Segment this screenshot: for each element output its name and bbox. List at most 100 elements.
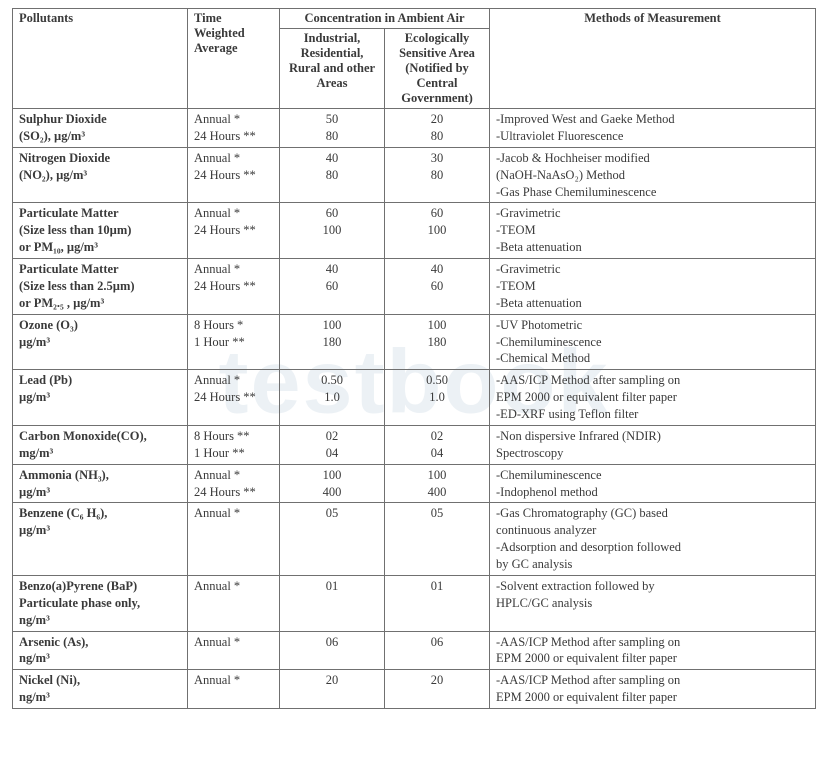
cell-industrial-line: 60	[286, 205, 378, 222]
cell-methods: -Gravimetric-TEOM-Beta attenuation	[490, 259, 816, 315]
header-methods: Methods of Measurement	[490, 9, 816, 109]
cell-ecological: 01	[385, 575, 490, 631]
cell-pollutant-line: Ozone (O₃)	[19, 317, 181, 334]
table-row: Lead (Pb)µg/m³Annual *24 Hours **0.501.0…	[13, 370, 816, 426]
cell-industrial: 06	[280, 631, 385, 670]
cell-industrial: 01	[280, 575, 385, 631]
table-row: Particulate Matter(Size less than 10µm)o…	[13, 203, 816, 259]
cell-time-line: Annual *	[194, 634, 273, 651]
cell-ecological-line: 04	[391, 445, 483, 462]
cell-pollutant-line: Lead (Pb)	[19, 372, 181, 389]
cell-industrial-line: 05	[286, 505, 378, 522]
cell-time-line: 24 Hours **	[194, 484, 273, 501]
cell-methods-line: -Indophenol method	[496, 484, 809, 501]
cell-methods: -AAS/ICP Method after sampling onEPM 200…	[490, 631, 816, 670]
cell-methods-line: -AAS/ICP Method after sampling on	[496, 372, 809, 389]
cell-methods: -UV Photometric-Chemiluminescence-Chemic…	[490, 314, 816, 370]
cell-methods-line: -Chemiluminescence	[496, 334, 809, 351]
cell-industrial: 100180	[280, 314, 385, 370]
cell-pollutant-line: Particulate Matter	[19, 205, 181, 222]
cell-methods-line: -AAS/ICP Method after sampling on	[496, 634, 809, 651]
cell-time-line: 8 Hours **	[194, 428, 273, 445]
cell-ecological-line: 02	[391, 428, 483, 445]
cell-ecological-line: 180	[391, 334, 483, 351]
cell-industrial: 5080	[280, 109, 385, 148]
cell-time-line: 24 Hours **	[194, 389, 273, 406]
cell-methods-line: -AAS/ICP Method after sampling on	[496, 672, 809, 689]
cell-ecological: 3080	[385, 147, 490, 203]
cell-ecological-line: 80	[391, 128, 483, 145]
header-pollutants: Pollutants	[13, 9, 188, 109]
cell-industrial-line: 400	[286, 484, 378, 501]
cell-time-line: 24 Hours **	[194, 278, 273, 295]
cell-time: Annual *24 Hours **	[188, 147, 280, 203]
cell-ecological-line: 20	[391, 111, 483, 128]
cell-ecological-line: 20	[391, 672, 483, 689]
table-body: Sulphur Dioxide(SO₂), µg/m³Annual *24 Ho…	[13, 109, 816, 709]
cell-methods-line: -Beta attenuation	[496, 239, 809, 256]
cell-industrial-line: 80	[286, 128, 378, 145]
cell-methods-line: -Adsorption and desorption followed	[496, 539, 809, 556]
table-row: Benzene (C₆ H₆),µg/m³Annual *0505-Gas Ch…	[13, 503, 816, 576]
cell-time-line: 24 Hours **	[194, 167, 273, 184]
cell-methods-line: -Improved West and Gaeke Method	[496, 111, 809, 128]
cell-time-line: Annual *	[194, 261, 273, 278]
cell-pollutant-line: Sulphur Dioxide	[19, 111, 181, 128]
header-concentration-group: Concentration in Ambient Air	[280, 9, 490, 29]
cell-ecological: 06	[385, 631, 490, 670]
cell-methods-line: -TEOM	[496, 222, 809, 239]
cell-pollutant-line: (NO₂), µg/m³	[19, 167, 181, 184]
cell-pollutant-line: Nickel (Ni),	[19, 672, 181, 689]
cell-industrial: 4080	[280, 147, 385, 203]
cell-industrial-line: 04	[286, 445, 378, 462]
cell-methods-line: EPM 2000 or equivalent filter paper	[496, 689, 809, 706]
table-row: Ammonia (NH₃),µg/m³Annual *24 Hours **10…	[13, 464, 816, 503]
header-time: Time Weighted Average	[188, 9, 280, 109]
cell-ecological-line: 60	[391, 278, 483, 295]
cell-ecological: 100400	[385, 464, 490, 503]
table-row: Nickel (Ni),ng/m³Annual *2020-AAS/ICP Me…	[13, 670, 816, 709]
cell-time: Annual *24 Hours **	[188, 464, 280, 503]
cell-methods: -Gas Chromatography (GC) basedcontinuous…	[490, 503, 816, 576]
cell-industrial-line: 180	[286, 334, 378, 351]
cell-pollutant-line: µg/m³	[19, 334, 181, 351]
cell-ecological-line: 05	[391, 505, 483, 522]
cell-industrial: 60100	[280, 203, 385, 259]
cell-methods-line: EPM 2000 or equivalent filter paper	[496, 650, 809, 667]
cell-ecological-line: 100	[391, 317, 483, 334]
cell-methods-line: -Gravimetric	[496, 205, 809, 222]
cell-methods-line: -Gravimetric	[496, 261, 809, 278]
cell-pollutant-line: µg/m³	[19, 522, 181, 539]
cell-pollutant-line: (SO₂), µg/m³	[19, 128, 181, 145]
cell-pollutant: Sulphur Dioxide(SO₂), µg/m³	[13, 109, 188, 148]
cell-industrial-line: 0.50	[286, 372, 378, 389]
cell-industrial: 20	[280, 670, 385, 709]
cell-pollutant: Particulate Matter(Size less than 10µm)o…	[13, 203, 188, 259]
cell-pollutant-line: Particulate Matter	[19, 261, 181, 278]
cell-methods-line: -Chemiluminescence	[496, 467, 809, 484]
cell-ecological-line: 30	[391, 150, 483, 167]
cell-time-line: Annual *	[194, 467, 273, 484]
cell-methods-line: HPLC/GC analysis	[496, 595, 809, 612]
cell-pollutant-line: Nitrogen Dioxide	[19, 150, 181, 167]
cell-pollutant: Nickel (Ni),ng/m³	[13, 670, 188, 709]
table-row: Nitrogen Dioxide(NO₂), µg/m³ Annual *24 H…	[13, 147, 816, 203]
cell-methods: -AAS/ICP Method after sampling onEPM 200…	[490, 670, 816, 709]
cell-time: Annual *	[188, 670, 280, 709]
cell-ecological-line: 100	[391, 467, 483, 484]
cell-ecological-line: 40	[391, 261, 483, 278]
cell-time: Annual *24 Hours **	[188, 259, 280, 315]
cell-time-line: Annual *	[194, 578, 273, 595]
cell-industrial-line: 100	[286, 222, 378, 239]
cell-pollutant-line: Particulate phase only,	[19, 595, 181, 612]
cell-ecological: 100180	[385, 314, 490, 370]
cell-industrial-line: 06	[286, 634, 378, 651]
cell-pollutant-line: Arsenic (As),	[19, 634, 181, 651]
cell-pollutant-line: Benzene (C₆ H₆),	[19, 505, 181, 522]
cell-pollutant: Ozone (O₃) µg/m³	[13, 314, 188, 370]
cell-methods-line: -Gas Chromatography (GC) based	[496, 505, 809, 522]
cell-pollutant-line: µg/m³	[19, 484, 181, 501]
cell-pollutant-line: µg/m³	[19, 389, 181, 406]
cell-time: Annual *24 Hours **	[188, 203, 280, 259]
cell-ecological-line: 1.0	[391, 389, 483, 406]
